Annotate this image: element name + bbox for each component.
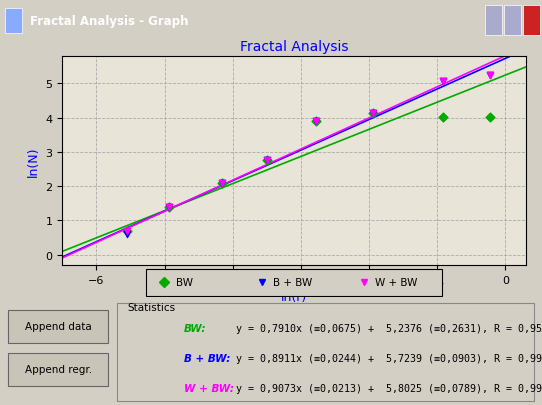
Point <box>312 118 321 124</box>
Bar <box>117 303 534 401</box>
Point <box>312 118 321 124</box>
Point <box>438 78 447 85</box>
Point <box>486 72 494 79</box>
Bar <box>504 6 521 36</box>
Point <box>123 231 132 237</box>
Bar <box>8 354 108 386</box>
Bar <box>8 311 108 343</box>
Text: B + BW:: B + BW: <box>184 353 231 363</box>
Title: Fractal Analysis: Fractal Analysis <box>240 40 349 54</box>
Text: W + BW: W + BW <box>375 277 417 288</box>
Text: Fractal Analysis - Graph: Fractal Analysis - Graph <box>30 15 188 28</box>
Point <box>486 72 494 79</box>
Point <box>312 118 321 124</box>
Point <box>123 228 132 234</box>
Text: Append regr.: Append regr. <box>25 364 92 375</box>
Text: B + BW: B + BW <box>273 277 312 288</box>
Point <box>217 181 226 187</box>
Point <box>263 157 272 164</box>
Point <box>263 157 272 164</box>
Text: y = 0,9073x (≡0,0213) +  5,8025 (≡0,0789), R = 0,99560: y = 0,9073x (≡0,0213) + 5,8025 (≡0,0789)… <box>236 383 542 393</box>
Point <box>438 78 447 85</box>
Point <box>369 111 377 117</box>
Point <box>164 205 173 211</box>
Point <box>369 111 377 117</box>
Point <box>486 114 494 121</box>
Text: y = 0,8911x (≡0,0244) +  5,7239 (≡0,0903), R = 0,99403: y = 0,8911x (≡0,0244) + 5,7239 (≡0,0903)… <box>236 353 542 363</box>
Point <box>438 114 447 121</box>
Point <box>217 181 226 187</box>
Point <box>263 157 272 164</box>
Point <box>164 205 173 211</box>
Point <box>369 111 377 117</box>
Bar <box>485 6 502 36</box>
Point <box>217 181 226 187</box>
Bar <box>5 9 22 34</box>
Text: W + BW:: W + BW: <box>184 383 234 393</box>
Bar <box>523 6 540 36</box>
Point <box>164 205 173 211</box>
Text: y = 0,7910x (≡0,0675) +  5,2376 (≡0,2631), R = 0,95155: y = 0,7910x (≡0,0675) + 5,2376 (≡0,2631)… <box>236 323 542 333</box>
Text: BW:: BW: <box>184 323 207 333</box>
Text: BW: BW <box>176 277 193 288</box>
Text: Statistics: Statistics <box>127 303 176 313</box>
Bar <box>146 269 442 296</box>
Text: Append data: Append data <box>25 322 92 332</box>
Point <box>123 228 132 234</box>
X-axis label: ln(r): ln(r) <box>281 290 307 303</box>
Y-axis label: ln(N): ln(N) <box>27 146 40 176</box>
